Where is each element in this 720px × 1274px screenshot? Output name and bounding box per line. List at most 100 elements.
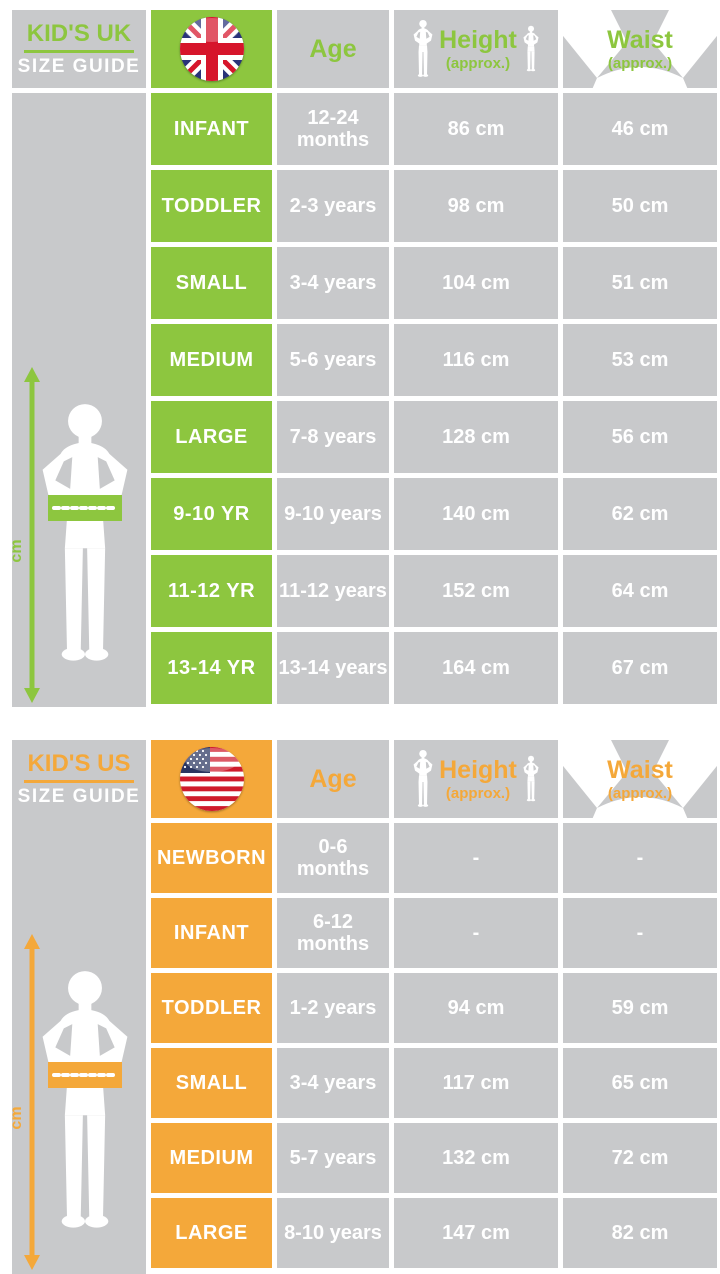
age-cell: 3-4 years — [277, 247, 389, 319]
size-cell: 9-10 YR — [151, 478, 272, 550]
height-cell: 117 cm — [394, 1048, 558, 1118]
uk-flag-cell — [151, 10, 272, 88]
waist-cell: 72 cm — [563, 1123, 717, 1193]
height-header-label: Height — [439, 25, 517, 54]
age-cell: 2-3 years — [277, 170, 389, 242]
age-cell: 3-4 years — [277, 1048, 389, 1118]
waist-cell: 59 cm — [563, 973, 717, 1043]
size-cell: NEWBORN — [151, 823, 272, 893]
waist-cell: 51 cm — [563, 247, 717, 319]
height-cell: 164 cm — [394, 632, 558, 704]
uk-height-column-header: Height (approx.) — [394, 10, 558, 88]
size-cell: INFANT — [151, 93, 272, 165]
waist-cell: 82 cm — [563, 1198, 717, 1268]
us-flag-cell — [151, 740, 272, 818]
waist-cell: 50 cm — [563, 170, 717, 242]
uk-cm-label: cm — [12, 539, 25, 562]
us-flag-icon — [179, 747, 244, 811]
waist-cell: 53 cm — [563, 324, 717, 396]
height-cell: 86 cm — [394, 93, 558, 165]
uk-title-underline — [24, 50, 134, 53]
height-figure-icon — [411, 19, 435, 79]
size-cell: TODDLER — [151, 170, 272, 242]
age-header-label: Age — [309, 34, 357, 63]
size-cell: MEDIUM — [151, 1123, 272, 1193]
arrow-down-icon — [24, 688, 40, 703]
uk-kid-silhouette-icon: cm — [12, 367, 128, 703]
age-cell: 13-14 years — [277, 632, 389, 704]
age-cell: 5-6 years — [277, 324, 389, 396]
waist-header-note: (approx.) — [607, 784, 673, 802]
uk-guide-subtitle: SIZE GUIDE — [17, 56, 141, 77]
us-figure-panel: cm — [12, 818, 146, 1274]
age-cell: 1-2 years — [277, 973, 389, 1043]
age-cell: 9-10 years — [277, 478, 389, 550]
waist-figure-icon — [563, 740, 717, 818]
height-cell: 104 cm — [394, 247, 558, 319]
age-cell: 8-10 years — [277, 1198, 389, 1268]
waist-cell: 65 cm — [563, 1048, 717, 1118]
size-cell: 13-14 YR — [151, 632, 272, 704]
us-size-guide: KID'S US SIZE GUIDE cm — [0, 730, 720, 1274]
us-guide-title-block: KID'S US SIZE GUIDE — [12, 740, 146, 818]
arrow-down-icon — [24, 1255, 40, 1270]
age-cell: 12-24 months — [277, 93, 389, 165]
size-cell: INFANT — [151, 898, 272, 968]
us-cm-label: cm — [12, 1106, 25, 1129]
height-cell: 147 cm — [394, 1198, 558, 1268]
age-cell: 5-7 years — [277, 1123, 389, 1193]
height-cell: 94 cm — [394, 973, 558, 1043]
waist-cell: 56 cm — [563, 401, 717, 473]
height-cell: 140 cm — [394, 478, 558, 550]
us-waist-column-header: Waist (approx.) — [563, 740, 717, 818]
height-cell: 132 cm — [394, 1123, 558, 1193]
waist-cell: 46 cm — [563, 93, 717, 165]
uk-flag-icon — [179, 17, 244, 81]
size-cell: MEDIUM — [151, 324, 272, 396]
height-figure-small-icon — [521, 25, 541, 73]
us-guide-title: KID'S US — [27, 750, 131, 777]
size-cell: 11-12 YR — [151, 555, 272, 627]
uk-table: Age Height (approx.) Waist (approx.) — [151, 10, 717, 704]
height-cell: 128 cm — [394, 401, 558, 473]
us-guide-subtitle: SIZE GUIDE — [17, 786, 141, 807]
height-cell: 116 cm — [394, 324, 558, 396]
height-header-note: (approx.) — [445, 54, 511, 72]
height-header-note: (approx.) — [445, 784, 511, 802]
uk-waist-column-header: Waist (approx.) — [563, 10, 717, 88]
waist-cell: 67 cm — [563, 632, 717, 704]
us-height-column-header: Height (approx.) — [394, 740, 558, 818]
uk-size-guide: KID'S UK SIZE GUIDE cm — [12, 10, 717, 707]
waist-cell: - — [563, 823, 717, 893]
waist-figure-icon — [563, 10, 717, 88]
arrow-up-icon — [24, 934, 40, 949]
us-kid-silhouette-icon: cm — [12, 934, 128, 1270]
size-cell: TODDLER — [151, 973, 272, 1043]
size-cell: SMALL — [151, 247, 272, 319]
us-age-column-header: Age — [277, 740, 389, 818]
size-cell: LARGE — [151, 1198, 272, 1268]
age-cell: 11-12 years — [277, 555, 389, 627]
uk-figure-panel: cm — [12, 93, 146, 707]
uk-age-column-header: Age — [277, 10, 389, 88]
age-header-label: Age — [309, 764, 357, 793]
height-cell: 152 cm — [394, 555, 558, 627]
waist-cell: 62 cm — [563, 478, 717, 550]
height-cell: - — [394, 823, 558, 893]
age-cell: 6-12 months — [277, 898, 389, 968]
height-header-label: Height — [439, 755, 517, 784]
waist-header-label: Waist — [607, 25, 673, 54]
height-figure-icon — [411, 749, 435, 809]
waist-header-note: (approx.) — [607, 54, 673, 72]
uk-guide-title-block: KID'S UK SIZE GUIDE — [12, 10, 146, 88]
us-title-underline — [24, 780, 134, 783]
age-cell: 0-6 months — [277, 823, 389, 893]
us-table: Age Height (approx.) Waist (approx.) — [151, 740, 717, 1268]
height-cell: - — [394, 898, 558, 968]
arrow-up-icon — [24, 367, 40, 382]
uk-guide-title: KID'S UK — [26, 20, 132, 47]
waist-cell: 64 cm — [563, 555, 717, 627]
waist-header-label: Waist — [607, 755, 673, 784]
age-cell: 7-8 years — [277, 401, 389, 473]
